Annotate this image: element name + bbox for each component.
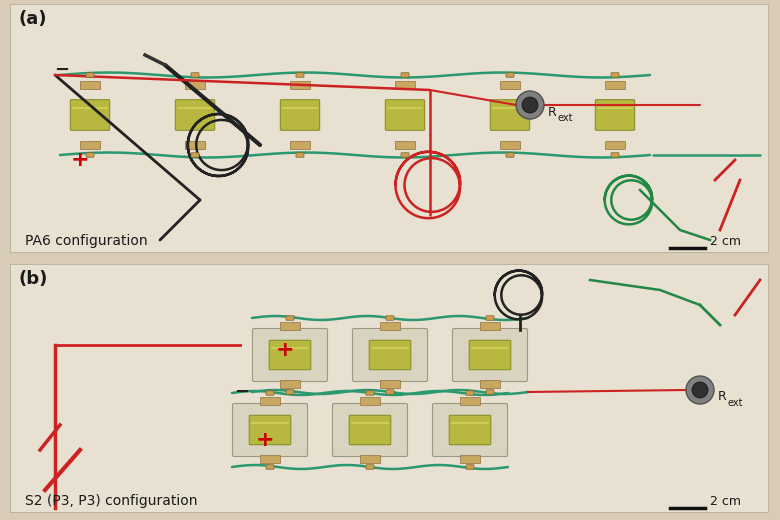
Bar bbox=[185, 141, 205, 149]
Bar bbox=[395, 81, 415, 89]
FancyBboxPatch shape bbox=[86, 153, 94, 157]
FancyBboxPatch shape bbox=[280, 100, 320, 131]
Text: ext: ext bbox=[558, 113, 573, 123]
FancyBboxPatch shape bbox=[366, 391, 374, 395]
Bar bbox=[480, 380, 500, 388]
Text: +: + bbox=[256, 430, 275, 450]
Text: S2 (P3, P3) configuration: S2 (P3, P3) configuration bbox=[25, 494, 197, 508]
Bar bbox=[360, 455, 380, 463]
FancyBboxPatch shape bbox=[55, 347, 126, 402]
Text: −: − bbox=[55, 61, 69, 79]
FancyBboxPatch shape bbox=[369, 340, 411, 370]
FancyBboxPatch shape bbox=[353, 329, 427, 382]
Bar bbox=[395, 141, 415, 149]
FancyBboxPatch shape bbox=[386, 316, 394, 320]
Text: PA6 configuration: PA6 configuration bbox=[25, 234, 147, 248]
Text: R: R bbox=[718, 391, 727, 404]
Bar bbox=[460, 455, 480, 463]
Bar bbox=[290, 81, 310, 89]
FancyBboxPatch shape bbox=[286, 390, 294, 394]
FancyBboxPatch shape bbox=[159, 347, 231, 402]
FancyBboxPatch shape bbox=[70, 100, 110, 131]
FancyBboxPatch shape bbox=[474, 347, 545, 402]
Text: (b): (b) bbox=[18, 270, 48, 288]
FancyBboxPatch shape bbox=[191, 153, 199, 157]
FancyBboxPatch shape bbox=[249, 415, 291, 445]
FancyBboxPatch shape bbox=[191, 73, 199, 77]
FancyBboxPatch shape bbox=[86, 73, 94, 77]
Circle shape bbox=[522, 97, 538, 113]
FancyBboxPatch shape bbox=[611, 153, 619, 157]
FancyBboxPatch shape bbox=[466, 465, 474, 469]
FancyBboxPatch shape bbox=[466, 391, 474, 395]
FancyBboxPatch shape bbox=[385, 100, 424, 131]
Text: +: + bbox=[71, 150, 90, 170]
Bar bbox=[280, 322, 300, 330]
Bar bbox=[80, 81, 100, 89]
Bar bbox=[360, 397, 380, 405]
Bar bbox=[260, 455, 280, 463]
Text: 2 cm: 2 cm bbox=[710, 235, 741, 248]
Bar bbox=[500, 81, 520, 89]
Bar bbox=[500, 141, 520, 149]
FancyBboxPatch shape bbox=[401, 73, 409, 77]
FancyBboxPatch shape bbox=[580, 347, 651, 402]
Text: ext: ext bbox=[728, 398, 743, 408]
FancyBboxPatch shape bbox=[595, 100, 635, 131]
FancyBboxPatch shape bbox=[269, 340, 310, 370]
Text: +: + bbox=[275, 340, 294, 360]
FancyBboxPatch shape bbox=[296, 73, 304, 77]
Bar bbox=[480, 322, 500, 330]
FancyBboxPatch shape bbox=[370, 347, 441, 402]
Text: R: R bbox=[548, 106, 557, 119]
FancyBboxPatch shape bbox=[486, 316, 494, 320]
FancyBboxPatch shape bbox=[452, 329, 527, 382]
FancyBboxPatch shape bbox=[401, 153, 409, 157]
Text: 2 cm: 2 cm bbox=[710, 495, 741, 508]
Bar bbox=[460, 397, 480, 405]
Bar bbox=[380, 322, 400, 330]
Text: −: − bbox=[235, 383, 250, 401]
FancyBboxPatch shape bbox=[176, 100, 214, 131]
Bar bbox=[280, 380, 300, 388]
FancyBboxPatch shape bbox=[432, 404, 508, 457]
Text: (a): (a) bbox=[18, 10, 47, 28]
Circle shape bbox=[686, 376, 714, 404]
Bar bbox=[605, 141, 625, 149]
Bar bbox=[290, 141, 310, 149]
Bar bbox=[380, 380, 400, 388]
FancyBboxPatch shape bbox=[506, 73, 514, 77]
FancyBboxPatch shape bbox=[266, 465, 274, 469]
FancyBboxPatch shape bbox=[296, 153, 304, 157]
FancyBboxPatch shape bbox=[286, 316, 294, 320]
Circle shape bbox=[692, 382, 708, 398]
Bar bbox=[80, 141, 100, 149]
Bar bbox=[185, 81, 205, 89]
FancyBboxPatch shape bbox=[253, 329, 328, 382]
Circle shape bbox=[516, 91, 544, 119]
FancyBboxPatch shape bbox=[264, 347, 335, 402]
FancyBboxPatch shape bbox=[232, 404, 307, 457]
FancyBboxPatch shape bbox=[386, 390, 394, 394]
FancyBboxPatch shape bbox=[349, 415, 391, 445]
FancyBboxPatch shape bbox=[449, 415, 491, 445]
FancyBboxPatch shape bbox=[506, 153, 514, 157]
Bar bbox=[605, 81, 625, 89]
FancyBboxPatch shape bbox=[491, 100, 530, 131]
FancyBboxPatch shape bbox=[470, 340, 511, 370]
Bar bbox=[260, 397, 280, 405]
FancyBboxPatch shape bbox=[366, 465, 374, 469]
FancyBboxPatch shape bbox=[611, 73, 619, 77]
FancyBboxPatch shape bbox=[332, 404, 407, 457]
FancyBboxPatch shape bbox=[486, 390, 494, 394]
FancyBboxPatch shape bbox=[266, 391, 274, 395]
